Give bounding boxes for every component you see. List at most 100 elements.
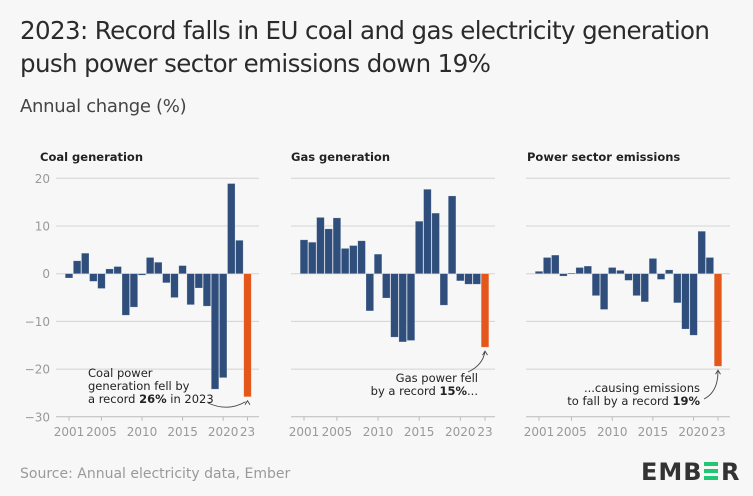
y-tick-label: −20 xyxy=(25,363,50,377)
bar-2015 xyxy=(178,265,187,275)
bar-2009 xyxy=(600,273,609,310)
bar-2001 xyxy=(299,239,309,274)
bar-2014 xyxy=(406,273,416,341)
x-tick-label: 2005 xyxy=(322,425,353,439)
bar-2008 xyxy=(357,240,366,275)
panel-2: Power sector emissions 2001 2005 2010 2015 20… xyxy=(524,150,730,439)
x-tick-label: 2005 xyxy=(86,425,117,439)
bar-2020 xyxy=(219,273,228,378)
bar-2005 xyxy=(97,273,106,289)
y-tick-label: 20 xyxy=(35,172,50,186)
svg-text:R: R xyxy=(721,459,739,483)
chart-subtitle: Annual change (%) xyxy=(20,96,187,117)
bar-2004 xyxy=(324,228,333,275)
x-tick-label: 2010 xyxy=(127,425,158,439)
bar-2021 xyxy=(697,230,706,274)
annotation-arrow xyxy=(207,401,246,408)
x-tick-label: 23 xyxy=(477,425,492,439)
x-tick-label: 2001 xyxy=(54,425,85,439)
x-tick-label: 2015 xyxy=(404,425,435,439)
bar-2009 xyxy=(365,273,374,312)
source-note: Source: Annual electricity data, Ember xyxy=(20,466,291,482)
bar-2005 xyxy=(332,217,342,275)
chart-title: 2023: Record falls in EU coal and gas el… xyxy=(20,16,710,78)
bar-2018 xyxy=(673,273,682,304)
annotation-text: to fall by a record xyxy=(567,394,672,408)
annotation-highlight: 19% xyxy=(672,394,700,408)
panel-title: Power sector emissions xyxy=(527,150,680,164)
x-tick-label: 2020 xyxy=(208,425,239,439)
bar-2004 xyxy=(559,273,568,277)
bar-2012 xyxy=(154,261,163,275)
bar-2016 xyxy=(423,188,432,274)
bar-2008 xyxy=(121,273,130,316)
annotation-text: generation fell by xyxy=(88,379,190,393)
annotation-text: Gas power fell xyxy=(396,371,478,385)
bar-2020 xyxy=(689,273,698,336)
bar-2010 xyxy=(137,273,147,276)
bar-2010 xyxy=(373,253,383,275)
bar-2014 xyxy=(170,273,179,298)
y-tick-label: −30 xyxy=(25,410,50,424)
bar-2017 xyxy=(665,269,674,275)
bar-2006 xyxy=(575,267,584,274)
x-tick-label: 2015 xyxy=(167,425,198,439)
x-tick-label: 2001 xyxy=(524,425,555,439)
bar-2003 xyxy=(316,217,325,275)
x-tick-label: 2001 xyxy=(289,425,320,439)
bar-2012 xyxy=(624,273,633,281)
y-tick-label: 0 xyxy=(42,267,50,281)
bar-2016 xyxy=(186,273,195,306)
bar-2001 xyxy=(534,271,544,275)
bar-2002 xyxy=(73,260,82,275)
ember-logo: EMB R xyxy=(641,459,739,483)
bar-2018 xyxy=(202,273,211,307)
y-tick-label: −10 xyxy=(25,315,50,329)
annotation-arrow xyxy=(467,351,486,373)
annotation-line: ...causing emissions xyxy=(584,381,700,395)
bar-2022 xyxy=(235,240,244,274)
panel-0: Coal generation 2010 0 −10 −20 −30 2001 2005 201… xyxy=(25,150,259,439)
bar-2012 xyxy=(390,273,399,338)
bar-2020 xyxy=(456,273,465,282)
annotation-arrow xyxy=(703,371,719,400)
bar-2002 xyxy=(543,257,552,274)
x-tick-label: 2010 xyxy=(363,425,394,439)
arrow-head xyxy=(715,369,721,375)
bar-2004 xyxy=(89,273,98,282)
bar-2002 xyxy=(308,241,317,275)
bar-2006 xyxy=(105,268,114,274)
bar-2022 xyxy=(472,273,481,285)
bar-2021 xyxy=(464,273,473,285)
bar-2007 xyxy=(349,245,358,275)
annotation-line: generation fell by xyxy=(88,379,190,393)
bar-2022 xyxy=(705,257,714,274)
bar-2013 xyxy=(162,273,171,284)
x-tick-label: 2020 xyxy=(678,425,709,439)
annotation-text: by a record xyxy=(371,384,440,398)
bar-2018 xyxy=(439,273,448,306)
x-tick-label: 2015 xyxy=(638,425,669,439)
annotation-text: ...causing emissions xyxy=(584,381,700,395)
logo-green-e xyxy=(704,462,718,480)
annotation-line: a record 26% in 2023 xyxy=(88,392,214,406)
bar-2001 xyxy=(64,273,74,279)
bar-2011 xyxy=(146,257,155,274)
svg-text:EMB: EMB xyxy=(641,459,703,483)
bar-2005 xyxy=(567,272,576,275)
annotation-text: in 2023 xyxy=(167,392,214,406)
bar-2014 xyxy=(640,273,649,303)
annotation-line: Coal power xyxy=(88,366,153,380)
annotation-highlight: 26% xyxy=(139,392,167,406)
x-tick-label: 23 xyxy=(240,425,255,439)
bar-2023 xyxy=(480,273,490,348)
annotation-line: Gas power fell xyxy=(396,371,478,385)
bar-2006 xyxy=(341,248,350,275)
bar-2019 xyxy=(210,273,220,390)
bar-2019 xyxy=(447,195,457,275)
bar-2019 xyxy=(681,273,690,330)
bar-2015 xyxy=(648,258,657,275)
bar-2013 xyxy=(632,273,641,296)
panel-title: Coal generation xyxy=(40,150,143,164)
bar-2011 xyxy=(616,270,625,274)
